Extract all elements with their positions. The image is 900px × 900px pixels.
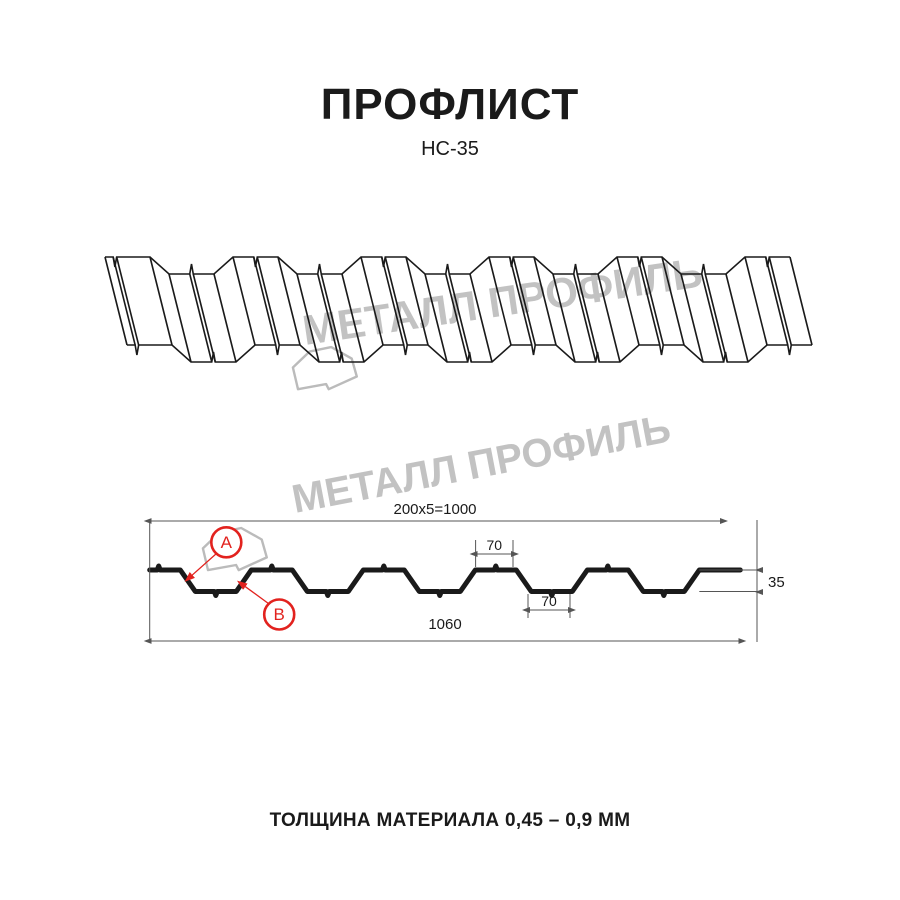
svg-text:A: A [221,533,233,552]
svg-text:1060: 1060 [428,616,461,633]
svg-text:B: B [274,605,285,624]
svg-text:200x5=1000: 200x5=1000 [394,501,477,518]
svg-text:35: 35 [768,574,785,591]
svg-text:70: 70 [541,593,557,609]
svg-text:70: 70 [487,537,503,553]
